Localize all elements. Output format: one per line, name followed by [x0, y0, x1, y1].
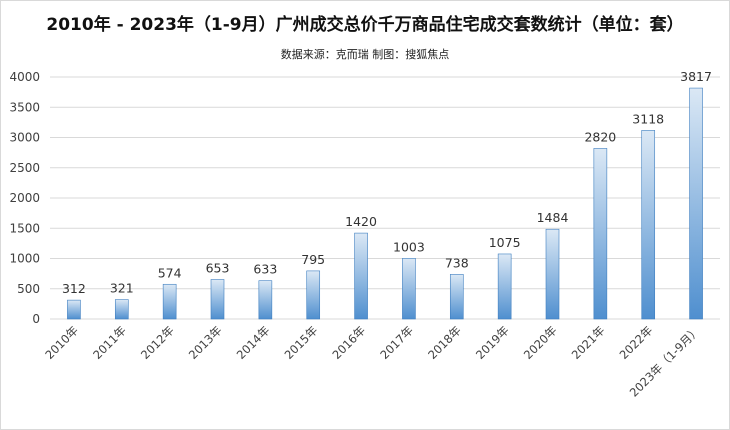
x-tick-label: 2017年 [377, 323, 416, 362]
bar [258, 280, 273, 320]
bar [593, 148, 608, 320]
data-labels: 312 321 574 653 633 795 1420 1003 738 1075 1484 282… [62, 69, 712, 296]
data-label: 633 [253, 262, 277, 277]
data-label: 1075 [489, 235, 521, 250]
data-label: 2820 [584, 129, 616, 144]
bar [354, 232, 368, 320]
data-label: 312 [62, 281, 86, 296]
bar [641, 130, 656, 320]
data-label: 795 [301, 252, 325, 267]
y-tick-label: 3000 [9, 131, 40, 145]
x-tick-label: 2020年 [521, 323, 560, 362]
bar [497, 253, 512, 320]
bar [67, 299, 81, 320]
gridlines [50, 76, 720, 320]
x-tick-label: 2022年 [617, 323, 656, 362]
x-tick-label: 2011年 [90, 323, 129, 362]
data-label: 3118 [632, 111, 664, 126]
data-label: 1003 [393, 239, 425, 254]
x-tick-label: 2019年 [473, 323, 512, 362]
bars [67, 87, 703, 320]
y-tick-label: 1500 [9, 221, 40, 235]
data-label: 1420 [345, 214, 377, 229]
x-tick-label: 2012年 [138, 323, 177, 362]
data-label: 3817 [680, 69, 712, 84]
chart-title: 2010年 - 2023年（1-9月）广州成交总价千万商品住宅成交套数统计（单位… [46, 15, 684, 35]
bar [689, 87, 703, 320]
y-tick-label: 3500 [9, 100, 40, 114]
y-tick-label: 500 [17, 282, 40, 296]
y-axis-ticks: 0 500 1000 1500 2000 2500 3000 3500 4000 [9, 70, 40, 326]
bar [545, 228, 560, 320]
bar [402, 258, 416, 320]
data-label: 1484 [537, 210, 569, 225]
data-label: 574 [158, 265, 182, 280]
x-tick-label: 2014年 [234, 323, 273, 362]
x-tick-label: 2013年 [186, 323, 225, 362]
y-tick-label: 4000 [9, 70, 40, 84]
x-tick-label: 2018年 [425, 323, 464, 362]
data-label: 653 [206, 260, 230, 275]
bar [114, 299, 129, 320]
x-tick-label: 2015年 [282, 323, 321, 362]
y-tick-label: 2500 [9, 161, 40, 175]
bar [210, 279, 225, 320]
y-tick-label: 0 [32, 312, 40, 326]
data-label: 738 [445, 255, 469, 270]
data-label: 321 [110, 281, 134, 296]
bar [306, 270, 321, 320]
x-tick-label: 2010年 [42, 323, 81, 362]
x-tick-label: 2016年 [329, 323, 368, 362]
chart-subtitle: 数据来源：克而瑞 制图：搜狐焦点 [280, 48, 450, 61]
bar [449, 274, 464, 320]
bar [162, 283, 177, 320]
y-tick-label: 2000 [9, 191, 40, 205]
x-axis-ticks: 2010年 2011年 2012年 2013年 2014年 2015年 2016年 2017年… [42, 323, 703, 399]
x-tick-label: 2021年 [569, 323, 608, 362]
y-tick-label: 1000 [9, 252, 40, 266]
